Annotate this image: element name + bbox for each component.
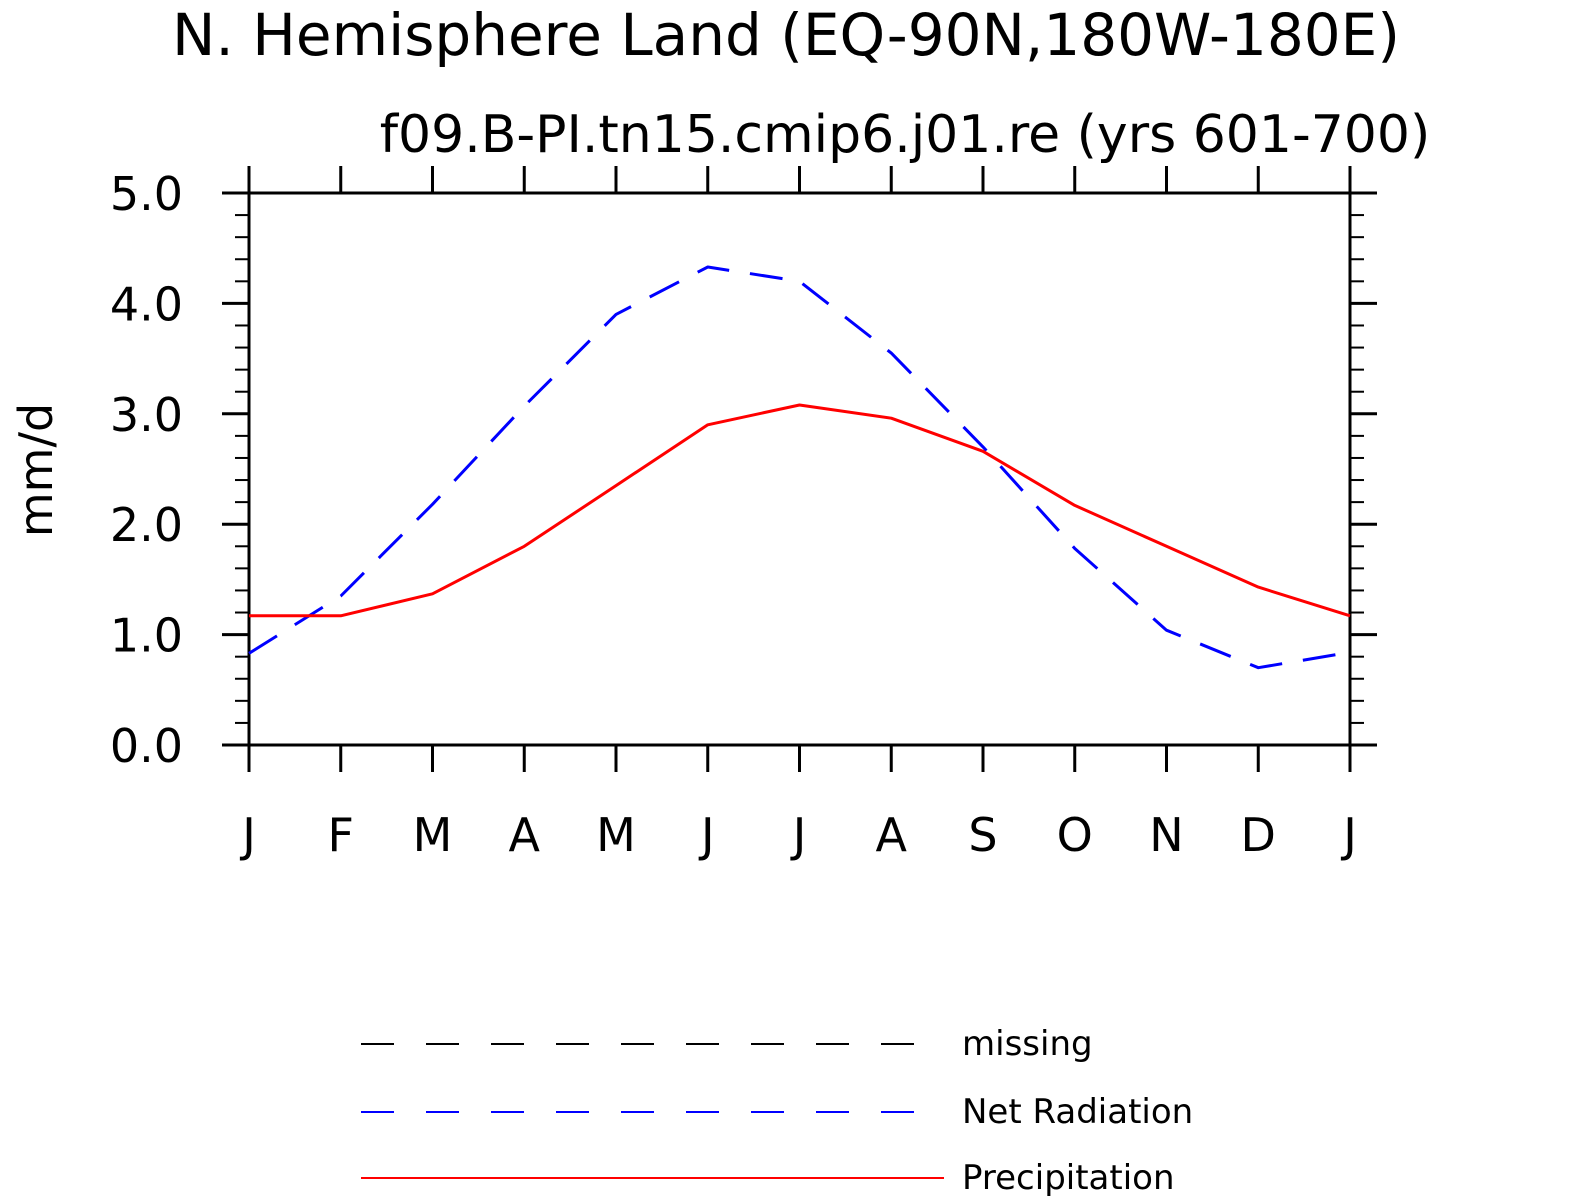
axis-ticks xyxy=(222,166,1377,772)
plot-frame xyxy=(247,191,1352,747)
x-tick-label: J xyxy=(239,808,256,862)
x-tick-label: D xyxy=(1241,808,1276,862)
chart-title: N. Hemisphere Land (EQ-90N,180W-180E) xyxy=(172,1,1400,69)
y-tick-label: 4.0 xyxy=(110,277,183,331)
legend-label-missing: missing xyxy=(962,1024,1093,1064)
x-tick-label: J xyxy=(790,808,807,862)
tick-labels: J F M A M J J A S O N D J 0.0 1.0 2.0 3.0 4.0 5.0 xyxy=(110,167,1357,862)
x-tick-label: M xyxy=(596,808,636,862)
series-line-net-radiation xyxy=(248,265,1351,670)
series-line-precipitation xyxy=(249,403,1351,618)
y-tick-label: 5.0 xyxy=(110,167,183,221)
x-tick-label: A xyxy=(509,808,541,862)
x-tick-label: J xyxy=(1340,808,1357,862)
y-tick-label: 1.0 xyxy=(110,609,183,663)
x-tick-label: S xyxy=(968,808,997,862)
x-tick-label: O xyxy=(1057,808,1093,862)
series-layer xyxy=(248,265,1351,670)
y-tick-label: 0.0 xyxy=(110,719,183,773)
y-axis-label: mm/d xyxy=(9,403,63,537)
x-tick-label: M xyxy=(413,808,453,862)
x-tick-label: A xyxy=(876,808,908,862)
legend-label-precipitation: Precipitation xyxy=(962,1158,1175,1198)
y-tick-label: 2.0 xyxy=(110,498,183,552)
x-tick-label: N xyxy=(1149,808,1183,862)
x-tick-label: F xyxy=(328,808,354,862)
y-tick-label: 3.0 xyxy=(110,388,183,442)
legend: missing Net Radiation Precipitation xyxy=(361,1024,1193,1198)
legend-label-net-radiation: Net Radiation xyxy=(962,1092,1193,1132)
chart-subtitle: f09.B-PI.tn15.cmip6.j01.re (yrs 601-700) xyxy=(380,105,1431,165)
x-tick-label: J xyxy=(698,808,715,862)
